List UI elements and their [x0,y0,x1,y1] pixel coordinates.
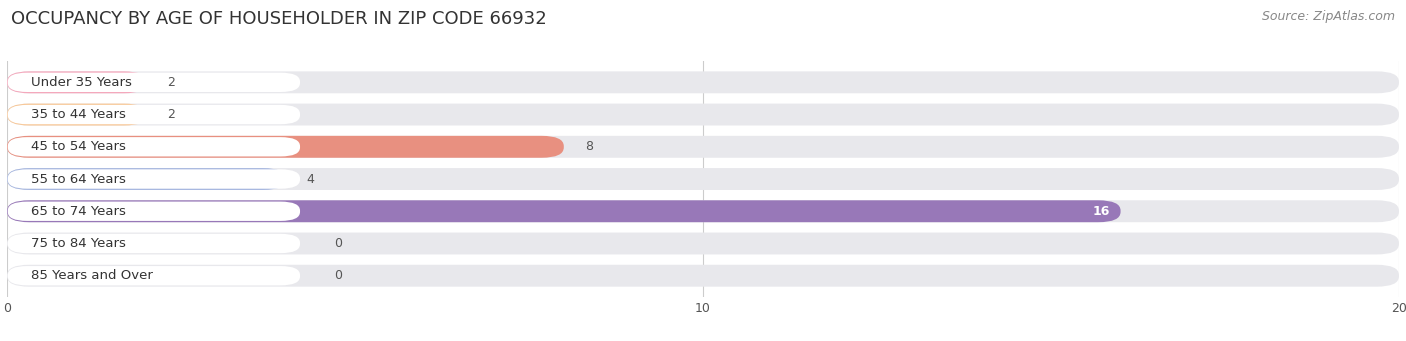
FancyBboxPatch shape [7,71,146,93]
Text: 75 to 84 Years: 75 to 84 Years [31,237,127,250]
Text: 16: 16 [1092,205,1111,218]
FancyBboxPatch shape [7,168,1399,190]
Text: 35 to 44 Years: 35 to 44 Years [31,108,127,121]
Text: 2: 2 [167,108,174,121]
Text: 0: 0 [335,237,342,250]
FancyBboxPatch shape [7,104,146,125]
FancyBboxPatch shape [7,234,299,253]
FancyBboxPatch shape [7,73,299,92]
FancyBboxPatch shape [7,233,1399,254]
FancyBboxPatch shape [7,168,285,190]
Text: 65 to 74 Years: 65 to 74 Years [31,205,127,218]
Text: OCCUPANCY BY AGE OF HOUSEHOLDER IN ZIP CODE 66932: OCCUPANCY BY AGE OF HOUSEHOLDER IN ZIP C… [11,10,547,28]
FancyBboxPatch shape [7,202,299,221]
Text: Under 35 Years: Under 35 Years [31,76,132,89]
FancyBboxPatch shape [7,136,1399,158]
FancyBboxPatch shape [7,137,299,157]
FancyBboxPatch shape [7,200,1399,222]
FancyBboxPatch shape [7,136,564,158]
Text: 2: 2 [167,76,174,89]
Text: 55 to 64 Years: 55 to 64 Years [31,173,127,186]
Text: 45 to 54 Years: 45 to 54 Years [31,140,127,153]
Text: 0: 0 [335,269,342,282]
FancyBboxPatch shape [7,104,1399,125]
Text: 8: 8 [585,140,593,153]
Text: 4: 4 [307,173,314,186]
FancyBboxPatch shape [7,265,1399,287]
FancyBboxPatch shape [7,71,1399,93]
Text: 85 Years and Over: 85 Years and Over [31,269,153,282]
FancyBboxPatch shape [7,266,299,285]
FancyBboxPatch shape [7,169,299,189]
FancyBboxPatch shape [7,200,1121,222]
Text: Source: ZipAtlas.com: Source: ZipAtlas.com [1261,10,1395,23]
FancyBboxPatch shape [7,105,299,124]
